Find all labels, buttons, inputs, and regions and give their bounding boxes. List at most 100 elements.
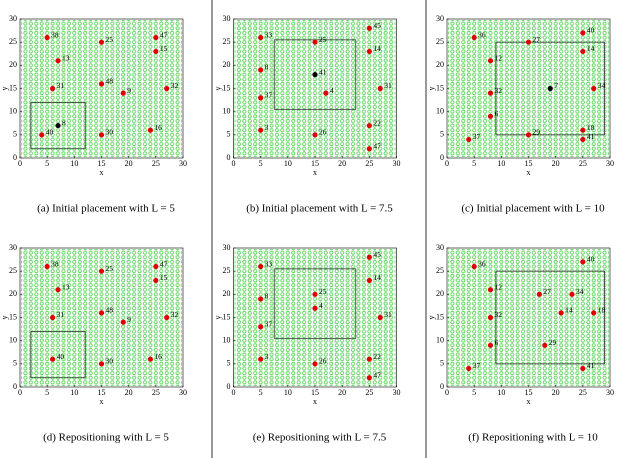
node: [366, 375, 372, 381]
node: [487, 342, 494, 348]
node-label: 6: [494, 109, 498, 118]
node: [98, 268, 105, 274]
node: [120, 90, 126, 96]
x-tick-label: 10: [497, 159, 505, 168]
x-tick-label: 15: [311, 388, 319, 397]
node-label: 27: [543, 287, 551, 296]
x-tick-label: 5: [472, 388, 476, 397]
node: [591, 310, 597, 316]
node-label: 7: [554, 81, 558, 90]
y-tick-label: 5: [227, 359, 231, 368]
sensor-field: [448, 249, 609, 386]
node: [312, 305, 318, 311]
node: [366, 356, 372, 362]
node-label: 41: [587, 361, 595, 370]
y-tick-label: 10: [436, 335, 444, 344]
node: [153, 263, 159, 270]
node-label: 8: [265, 292, 269, 301]
node-label: 40: [57, 352, 65, 361]
x-tick-label: 20: [338, 159, 346, 168]
node: [55, 58, 61, 64]
node-label: 31: [384, 310, 392, 319]
x-tick-label: 5: [472, 159, 476, 168]
node: [312, 72, 318, 78]
node: [366, 48, 372, 55]
node: [258, 67, 264, 73]
x-tick-label: 30: [393, 388, 401, 397]
x-tick-label: 0: [232, 388, 236, 397]
y-axis-label: y: [213, 316, 222, 320]
node-label: 27: [533, 35, 541, 44]
node-label: 26: [319, 128, 327, 137]
node-label: 47: [160, 30, 168, 39]
node: [580, 127, 586, 133]
node: [471, 34, 477, 41]
node: [580, 259, 586, 265]
node-label: 45: [373, 21, 381, 30]
node: [50, 356, 56, 362]
node: [98, 361, 105, 367]
node: [466, 365, 472, 372]
node: [98, 310, 105, 316]
y-tick-label: 0: [13, 382, 17, 391]
node-label: 18: [587, 123, 595, 132]
y-tick-label: 20: [223, 289, 231, 298]
node: [366, 122, 372, 129]
x-tick-label: 20: [338, 388, 346, 397]
x-tick-label: 0: [18, 159, 22, 168]
node-label: 36: [478, 259, 486, 268]
y-tick-label: 20: [9, 289, 17, 298]
x-tick-label: 0: [18, 388, 22, 397]
y-tick-label: 0: [13, 153, 17, 162]
node: [580, 136, 586, 143]
node: [50, 314, 56, 321]
y-tick-label: 25: [223, 266, 231, 275]
node: [366, 25, 372, 31]
x-tick-label: 10: [497, 388, 505, 397]
node-label: 4: [319, 301, 323, 310]
y-tick-label: 15: [9, 83, 17, 92]
node-label: 29: [549, 338, 557, 347]
caption: (a) Initial placement with L = 5: [37, 203, 175, 215]
node: [487, 314, 494, 321]
node: [44, 263, 50, 270]
node-label: 48: [106, 77, 114, 86]
x-tick-label: 15: [525, 159, 533, 168]
x-tick-label: 30: [179, 159, 187, 168]
node: [558, 310, 564, 316]
x-tick-label: 30: [393, 159, 401, 168]
node: [580, 30, 586, 36]
node-label: 40: [46, 128, 54, 137]
y-tick-label: 5: [13, 359, 17, 368]
node-label: 25: [106, 35, 114, 44]
y-tick-label: 0: [440, 153, 444, 162]
node: [258, 263, 264, 270]
node-label: 38: [51, 259, 59, 268]
x-tick-label: 20: [125, 388, 133, 397]
node-label: 16: [154, 352, 162, 361]
x-tick-label: 10: [284, 388, 292, 397]
region: [495, 270, 605, 365]
y-tick-label: 30: [9, 243, 17, 252]
node-label: 32: [494, 310, 502, 319]
y-tick-label: 25: [436, 37, 444, 46]
node: [164, 85, 170, 92]
node-label: 15: [160, 273, 168, 282]
x-axis-label: x: [313, 397, 317, 406]
node: [487, 58, 494, 64]
node-label: 47: [373, 141, 381, 150]
node: [377, 314, 383, 321]
x-tick-label: 5: [259, 388, 263, 397]
x-tick-label: 30: [179, 388, 187, 397]
region: [495, 41, 605, 136]
node: [466, 136, 472, 143]
y-tick-label: 20: [436, 289, 444, 298]
node-label: 38: [51, 30, 59, 39]
node: [153, 48, 159, 55]
x-tick-label: 0: [232, 159, 236, 168]
node: [366, 277, 372, 284]
node-label: 48: [106, 306, 114, 315]
y-tick-label: 5: [13, 130, 17, 139]
caption: (f) Repositioning with L = 10: [468, 432, 598, 444]
node-label: 14: [565, 306, 573, 315]
